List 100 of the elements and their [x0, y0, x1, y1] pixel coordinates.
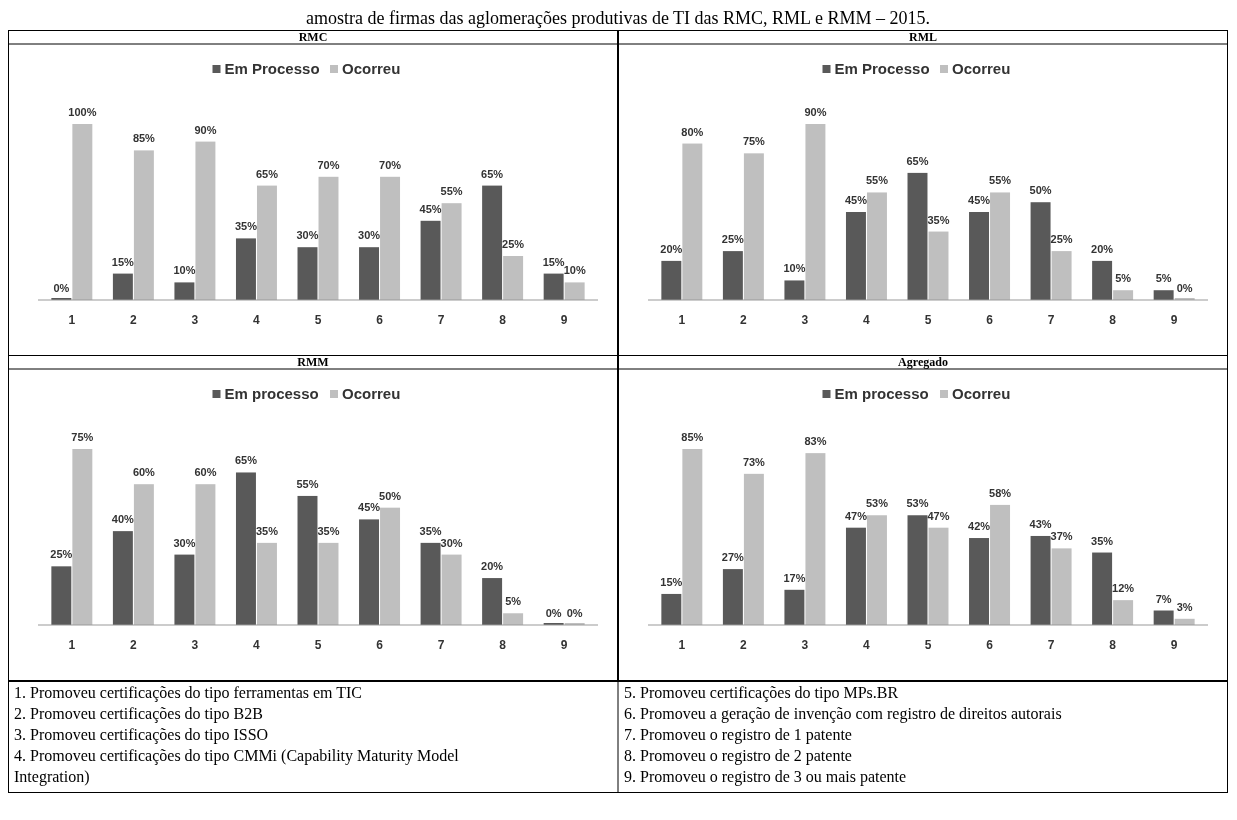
data-label: 40%: [111, 513, 135, 526]
data-label: 5%: [1155, 272, 1172, 285]
data-label: 50%: [379, 489, 402, 502]
data-label: 80%: [681, 125, 704, 138]
text: 1. Promoveu certificações do tipo ferramentas em TIC: [14, 684, 363, 702]
data-label: 85%: [132, 132, 156, 145]
data-label: 20%: [660, 242, 683, 255]
data-label: 27%: [721, 551, 745, 564]
data-label: 35%: [234, 220, 258, 233]
legend-label: Ocorreu: [952, 60, 1011, 77]
data-label: 43%: [1029, 517, 1052, 530]
data-label: 47%: [844, 509, 868, 522]
x-tick-label: 1: [68, 313, 76, 327]
text: amostra de firmas das aglomerações produtivas de TI das RMC, RML e RMM – 2015.: [306, 8, 930, 28]
x-tick-label: 6: [986, 638, 994, 652]
x-tick-label: 8: [499, 638, 507, 652]
x-tick-label: 2: [740, 313, 748, 327]
legend-label: Ocorreu: [342, 385, 401, 402]
text: 7. Promoveu o registro de 1 patente: [624, 726, 852, 744]
x-tick-label: 9: [1170, 638, 1178, 652]
legend-label: Em processo: [834, 385, 929, 402]
data-label: 20%: [481, 560, 504, 573]
data-label: 0%: [566, 607, 583, 619]
data-label: 30%: [173, 536, 196, 549]
data-label: 0%: [545, 607, 562, 619]
x-tick-label: 2: [130, 638, 138, 652]
text: 4. Promoveu certificações do tipo CMMi (Capability Maturity Model Integration): [14, 747, 460, 786]
data-label: 55%: [865, 174, 889, 187]
x-tick-label: 4: [253, 313, 261, 327]
data-label: 45%: [419, 202, 442, 215]
data-label: 3%: [1176, 600, 1193, 613]
legend-label: Ocorreu: [952, 385, 1011, 402]
data-label: 0%: [53, 282, 70, 294]
data-label: 10%: [173, 264, 196, 277]
x-tick-label: 6: [376, 638, 384, 652]
data-label: 100%: [68, 106, 97, 118]
data-label: 20%: [1091, 242, 1114, 255]
data-label: 55%: [296, 477, 319, 490]
text: 5. Promoveu certificações do tipo MPs.BR: [624, 684, 899, 702]
x-tick-label: 8: [1109, 313, 1117, 327]
data-label: 45%: [968, 194, 991, 206]
data-label: 60%: [194, 466, 217, 479]
chart-title: RML: [909, 30, 937, 44]
data-label: 30%: [358, 229, 381, 242]
x-tick-label: 4: [863, 638, 871, 652]
data-label: 65%: [255, 167, 279, 180]
data-label: 75%: [71, 431, 94, 443]
data-label: 75%: [742, 135, 766, 148]
data-label: 25%: [502, 238, 525, 250]
text: 2. Promoveu certificações do tipo B2B: [14, 705, 263, 723]
legend-label: Em Processo: [224, 60, 320, 77]
x-tick-label: 1: [678, 638, 686, 652]
data-label: 83%: [804, 435, 827, 448]
data-label: 45%: [358, 501, 381, 514]
data-label: 5%: [1115, 272, 1132, 285]
data-label: 7%: [1155, 592, 1172, 605]
data-label: 17%: [783, 571, 806, 584]
x-tick-label: 4: [863, 313, 871, 327]
x-tick-label: 5: [924, 638, 932, 652]
data-label: 53%: [865, 497, 889, 510]
data-label: 25%: [1050, 233, 1073, 246]
x-tick-label: 9: [1170, 313, 1178, 327]
data-label: 70%: [317, 158, 340, 171]
x-tick-label: 6: [376, 313, 384, 327]
data-label: 10%: [563, 264, 586, 277]
data-label: 60%: [132, 466, 156, 479]
x-tick-label: 8: [1109, 638, 1117, 652]
x-tick-label: 5: [314, 638, 322, 652]
data-label: 35%: [927, 213, 950, 226]
data-label: 47%: [927, 509, 950, 522]
x-tick-label: 4: [253, 638, 261, 652]
data-label: 42%: [968, 520, 991, 533]
data-label: 15%: [111, 255, 135, 268]
data-label: 25%: [721, 233, 745, 246]
x-tick-label: 8: [499, 313, 507, 327]
data-label: 35%: [317, 524, 340, 537]
text: 8. Promoveu o registro de 2 patente: [624, 747, 852, 765]
x-tick-label: 9: [560, 313, 568, 327]
data-label: 12%: [1112, 582, 1135, 595]
x-tick-label: 1: [678, 313, 686, 327]
data-label: 90%: [194, 123, 217, 136]
data-label: 37%: [1050, 530, 1073, 543]
x-tick-label: 1: [68, 638, 76, 652]
x-tick-label: 6: [986, 313, 994, 327]
data-label: 90%: [804, 106, 827, 118]
x-tick-label: 3: [191, 313, 199, 327]
data-label: 58%: [989, 486, 1012, 499]
data-label: 70%: [379, 158, 402, 171]
data-label: 30%: [296, 229, 319, 242]
chart-title: Agregado: [898, 355, 948, 369]
legend-label: Ocorreu: [342, 60, 401, 77]
data-label: 15%: [542, 255, 565, 268]
data-label: 53%: [906, 497, 929, 510]
data-label: 25%: [50, 548, 73, 561]
data-label: 35%: [419, 524, 442, 537]
x-tick-label: 3: [801, 313, 809, 327]
text: 3. Promoveu certificações do tipo ISSO: [14, 726, 269, 744]
x-tick-label: 2: [130, 313, 138, 327]
legend-label: Em processo: [224, 385, 319, 402]
legend-label: Em Processo: [834, 60, 930, 77]
